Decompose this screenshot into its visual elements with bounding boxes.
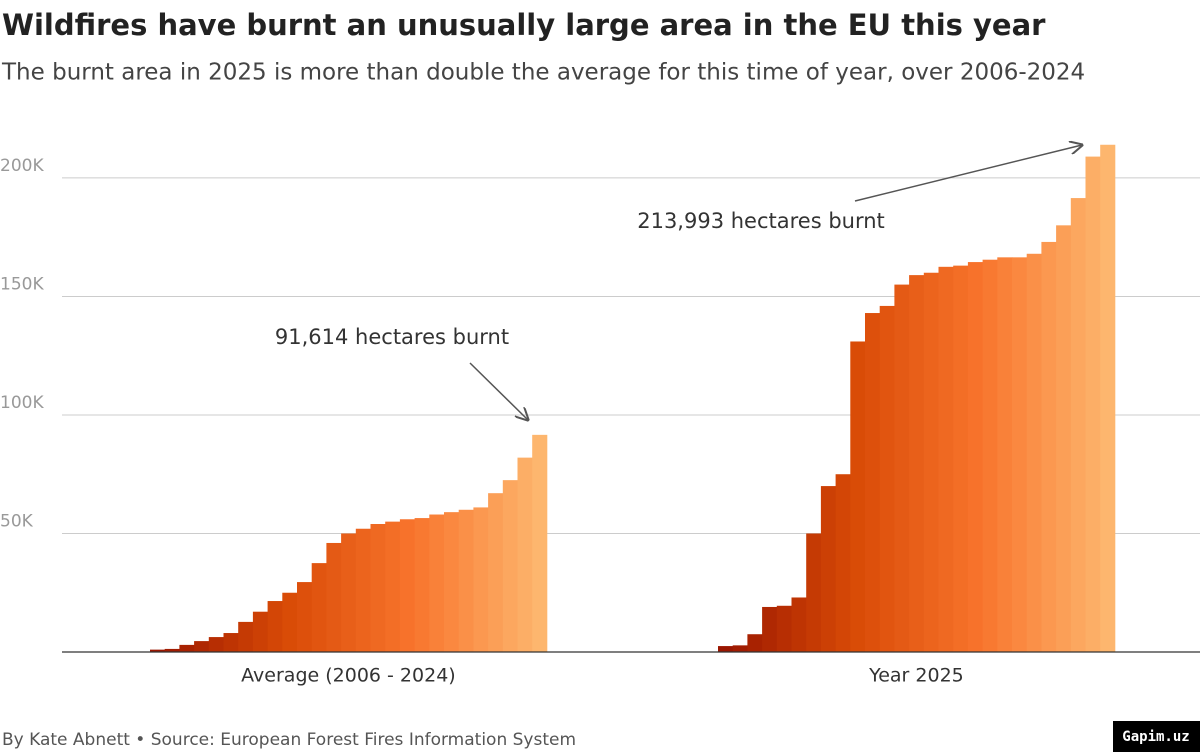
bar [953,265,969,652]
bar [967,262,983,652]
bar [923,272,939,652]
bar [488,493,504,652]
bar [894,284,910,652]
bar [997,257,1013,652]
bar [208,637,224,652]
bar [732,645,748,652]
bar [532,434,548,652]
bar [444,512,460,652]
bar [820,486,836,652]
watermark: Gapim.uz [1122,729,1189,745]
bar [282,592,298,652]
bar [517,457,533,652]
y-tick-label: 100K [0,393,44,413]
bar [194,641,210,652]
x-tick-label: Average (2006 - 2024) [241,665,456,687]
x-tick-label: Year 2025 [868,665,964,687]
chart-subtitle: The burnt area in 2025 is more than doub… [1,60,1085,86]
bar [1026,253,1042,652]
bar [385,521,401,652]
footer: By Kate Abnett • Source: European Forest… [2,730,576,750]
bar [850,341,866,652]
y-tick-label: 200K [0,156,44,176]
bar [762,606,778,652]
bar [238,621,254,652]
bar [326,542,342,652]
bar [909,275,925,652]
bar [458,509,474,652]
annotation-arrow [469,362,528,420]
bar [473,507,489,652]
bar [355,528,371,652]
bar [1012,257,1028,652]
bar [311,563,327,652]
bar [267,601,283,652]
bar [341,533,357,652]
bar [835,474,851,652]
annotation: 91,614 hectares burnt [275,325,509,349]
bar [1100,144,1116,653]
watermark-box [1113,721,1200,752]
bar [938,266,954,652]
bar [982,259,998,652]
bar [1056,225,1072,653]
bar [297,582,313,652]
bar [164,648,180,652]
annotation-arrow [854,145,1082,202]
bar [399,519,415,652]
annotation: 213,993 hectares burnt [637,209,885,233]
y-tick-label: 50K [0,511,34,531]
bar [370,524,386,652]
bar [1070,198,1086,652]
bar [429,514,445,652]
chart-title: Wildfires have burnt an unusually large … [2,8,1046,42]
bar [865,313,881,652]
bar [1041,241,1057,653]
y-tick-label: 150K [0,274,44,294]
bar [806,533,822,652]
bar [150,649,166,652]
bar [223,633,239,652]
bar [252,611,268,652]
bar [879,305,895,652]
bar [791,597,807,652]
bar [718,646,734,652]
bar [1085,156,1101,652]
bar [747,634,763,652]
bar [179,644,195,652]
bar [502,480,518,652]
bar [776,605,792,652]
bar [414,518,430,652]
